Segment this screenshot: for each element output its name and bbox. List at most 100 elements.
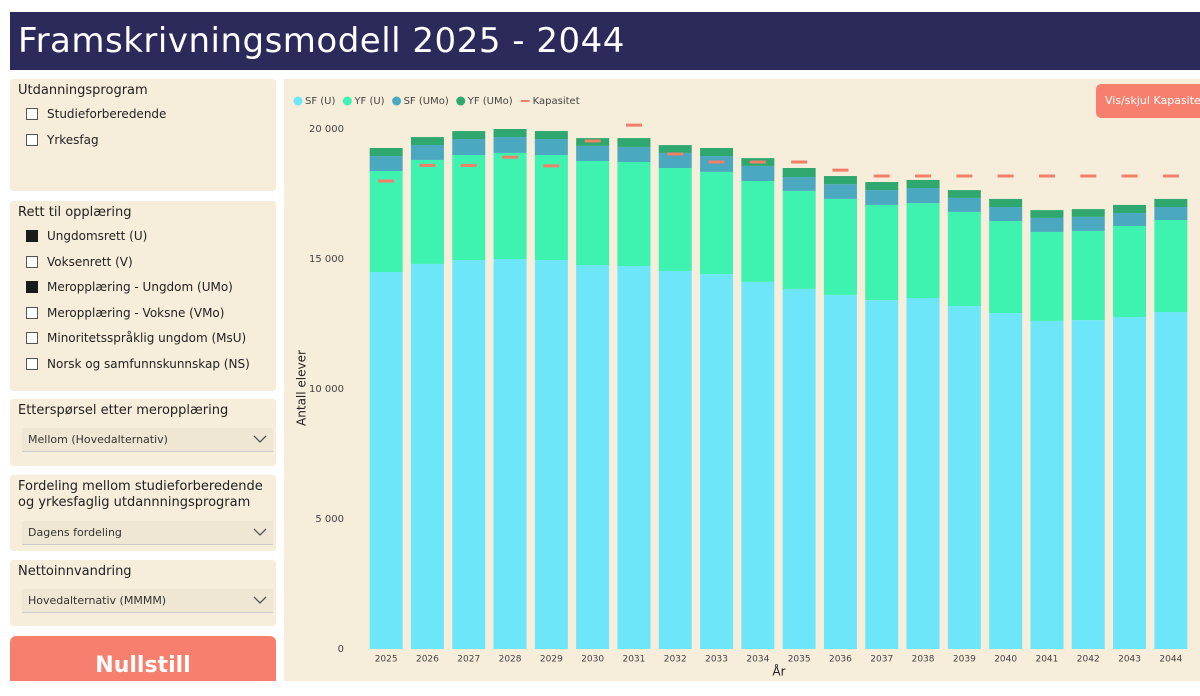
bar-segment <box>865 182 899 191</box>
reset-button[interactable]: Nullstill <box>10 636 276 681</box>
filter-option[interactable]: Ungdomsrett (U) <box>26 229 147 243</box>
toggle-capacity-button[interactable]: Vis/skjul Kapasitet <box>1096 84 1200 118</box>
x-tick-label: 2043 <box>1118 655 1141 665</box>
bar-segment <box>1071 209 1105 217</box>
bar-segment <box>617 138 651 147</box>
y-tick-label: 0 <box>338 644 344 655</box>
filter-panel: Nettoinnvandring Hovedalternativ (MMMM) <box>10 560 276 626</box>
legend-marker <box>342 96 352 106</box>
option-label: Meropplæring - Voksne (VMo) <box>47 305 225 320</box>
checkbox[interactable] <box>26 255 38 268</box>
bar-segment <box>865 190 899 205</box>
bar-segment <box>700 274 734 649</box>
bar-segment <box>741 181 775 282</box>
bar-segment <box>906 203 940 298</box>
checkbox[interactable] <box>26 306 38 319</box>
legend-label: Kapasitet <box>533 96 580 107</box>
checkbox[interactable] <box>26 133 38 146</box>
x-tick-label: 2042 <box>1077 655 1100 665</box>
y-tick-label: 20 000 <box>309 124 344 135</box>
filter-option[interactable]: Meropplæring - Voksne (VMo) <box>26 306 224 320</box>
bar-segment <box>369 156 403 171</box>
x-tick-label: 2037 <box>870 655 893 665</box>
bar-segment <box>658 145 692 153</box>
chevron <box>253 596 267 604</box>
filter-option[interactable]: Minoritetsspråklig ungdom (MsU) <box>26 331 246 345</box>
x-tick-label: 2029 <box>540 655 563 665</box>
bar-segment <box>1030 231 1064 321</box>
checkbox[interactable] <box>26 108 38 120</box>
filter-option[interactable]: Meropplæring - Ungdom (UMo) <box>26 280 233 294</box>
bar-segment <box>658 152 692 168</box>
bar-segment <box>741 281 775 649</box>
bar-segment <box>947 197 981 212</box>
bar-segment <box>823 294 857 649</box>
x-tick-label: 2039 <box>953 655 976 665</box>
page: Framskrivningsmodell 2025 - 2044 Utdanni… <box>10 12 1200 681</box>
bar-segment <box>576 145 610 161</box>
x-tick-label: 2044 <box>1159 655 1182 665</box>
checkbox[interactable] <box>26 332 38 344</box>
bar-segment <box>1030 210 1064 218</box>
x-tick-label: 2036 <box>829 655 852 665</box>
chevron <box>253 528 267 536</box>
bar-segment <box>1071 320 1105 649</box>
x-tick-label: 2034 <box>746 655 769 665</box>
x-tick-label: 2025 <box>375 655 398 665</box>
filter-title: Rett til opplæring <box>18 205 132 220</box>
y-tick-label: 5 000 <box>315 514 344 525</box>
bar-segment <box>534 139 568 155</box>
bar-segment <box>452 131 486 140</box>
filter-option[interactable]: Studieforberedende <box>26 107 166 121</box>
checkbox[interactable] <box>26 357 38 370</box>
checkbox[interactable] <box>26 230 38 242</box>
header-title: Framskrivningsmodell 2025 - 2044 <box>10 12 1200 70</box>
x-tick-label: 2033 <box>705 655 728 665</box>
bar-segment <box>782 168 816 178</box>
filter-option[interactable]: Norsk og samfunnskunnskap (NS) <box>26 357 250 371</box>
dropdown[interactable]: Mellom (Hovedalternativ) <box>22 428 273 452</box>
filter-option[interactable]: Yrkesfag <box>26 133 99 147</box>
bar-segment <box>534 131 568 140</box>
bar-segment <box>823 198 857 295</box>
y-axis-title: Antall elever <box>295 350 309 426</box>
x-axis-title: År <box>772 664 785 679</box>
x-tick-label: 2026 <box>416 655 439 665</box>
bar-segment <box>658 270 692 649</box>
chevron <box>253 435 267 443</box>
checkbox[interactable] <box>26 281 38 293</box>
bar-segment <box>865 204 899 301</box>
dropdown[interactable]: Hovedalternativ (MMMM) <box>22 589 273 613</box>
bar-segment <box>782 190 816 289</box>
bar-segment <box>700 171 734 275</box>
legend-label: YF (UMo) <box>467 96 513 107</box>
bar-segment <box>1113 225 1147 317</box>
option-label: Ungdomsrett (U) <box>47 229 148 243</box>
bar-segment <box>617 266 651 649</box>
option-label: Meropplæring - Ungdom (UMo) <box>47 280 233 294</box>
bar-segment <box>410 159 444 264</box>
filter-title: Fordeling mellom studieforberedende og y… <box>18 479 263 510</box>
option-label: Studieforberedende <box>47 107 167 121</box>
legend-label: SF (U) <box>305 96 335 107</box>
legend-label: SF (UMo) <box>404 96 449 107</box>
option-label: Voksenrett (V) <box>47 254 133 269</box>
bar-segment <box>410 137 444 145</box>
bar-segment <box>493 152 527 259</box>
bar-segment <box>576 160 610 265</box>
filter-panel: Fordeling mellom studieforberedende og y… <box>10 475 276 551</box>
bar-segment <box>1071 216 1105 231</box>
x-tick-label: 2041 <box>1035 655 1058 665</box>
bar-segment <box>989 313 1023 649</box>
bar-segment <box>1154 220 1188 313</box>
filter-option[interactable]: Voksenrett (V) <box>26 255 133 269</box>
bar-segment <box>493 137 527 153</box>
bar-segment <box>369 147 403 157</box>
bar-segment <box>700 147 734 157</box>
x-tick-label: 2030 <box>581 655 604 665</box>
bar-segment <box>947 190 981 198</box>
bar-segment <box>1113 212 1147 226</box>
x-tick-label: 2040 <box>994 655 1017 665</box>
bar-segment <box>906 188 940 204</box>
dropdown[interactable]: Dagens fordeling <box>22 521 273 545</box>
